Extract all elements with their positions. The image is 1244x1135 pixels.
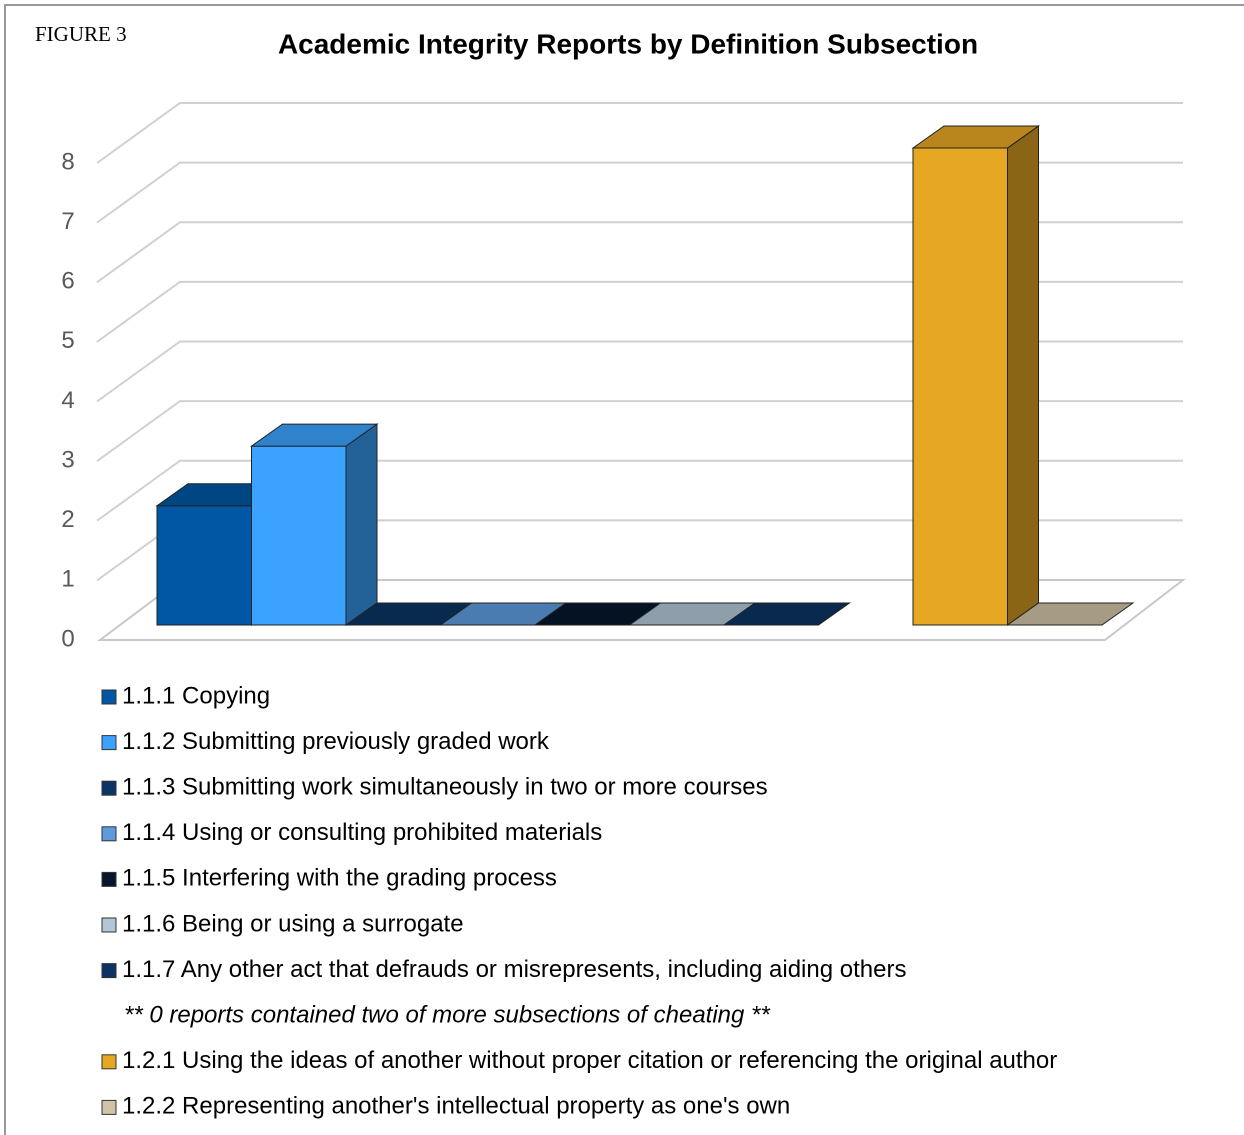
legend-swatch: [101, 826, 117, 842]
y-tick-label: 6: [61, 268, 74, 295]
y-tick-label: 8: [61, 148, 74, 175]
grid-line: [96, 221, 1183, 284]
bar-top: [1005, 602, 1135, 626]
legend-label: 1.2.2 Representing another's intellectua…: [122, 1093, 790, 1120]
legend-label: 1.1.7 Any other act that defrauds or mis…: [122, 956, 906, 983]
y-tick-label: 0: [61, 625, 74, 652]
grid-line: [96, 459, 1183, 522]
bar-top: [722, 602, 852, 626]
legend-swatch: [101, 917, 117, 933]
y-tick-label: 5: [61, 327, 74, 354]
frame: [4, 4, 1244, 1135]
legend-swatch: [101, 871, 117, 887]
legend-label: 1.2.1 Using the ideas of another without…: [122, 1047, 1057, 1074]
legend-label: 1.1.5 Interfering with the grading proce…: [122, 865, 557, 892]
y-tick-label: 1: [61, 566, 74, 593]
legend-swatch: [101, 689, 117, 705]
legend-swatch: [101, 963, 117, 979]
grid-line: [96, 280, 1183, 343]
figure-label: FIGURE 3: [35, 22, 127, 46]
legend-label: 1.1.1 Copying: [122, 682, 270, 709]
grid-line: [96, 340, 1183, 403]
y-tick-label: 2: [61, 506, 74, 533]
y-tick-label: 7: [61, 208, 74, 235]
bar-top: [911, 125, 1041, 149]
legend-swatch: [101, 735, 117, 751]
legend-swatch: [101, 1054, 117, 1070]
legend-label: 1.1.6 Being or using a surrogate: [122, 910, 464, 937]
grid-line: [96, 161, 1183, 224]
grid-line: [96, 400, 1183, 462]
bar-side: [1007, 125, 1039, 626]
legend-swatch: [101, 1099, 117, 1115]
bar-side: [345, 423, 378, 626]
legend-label: 1.1.3 Submitting work simultaneously in …: [122, 774, 768, 801]
chart-title: Academic Integrity Reports by Definition…: [278, 28, 978, 59]
y-tick-label: 4: [61, 387, 74, 414]
bar-front: [251, 445, 347, 626]
legend-swatch: [101, 780, 117, 796]
y-tick-label: 3: [61, 446, 74, 473]
grid-line: [96, 102, 1183, 164]
legend-label: 1.1.2 Submitting previously graded work: [122, 728, 550, 755]
bar-front: [156, 505, 252, 626]
bar-front: [912, 147, 1008, 626]
legend-label: 1.1.4 Using or consulting prohibited mat…: [122, 819, 602, 846]
bar-top: [249, 423, 379, 447]
legend-note: ** 0 reports contained two of more subse…: [124, 1002, 770, 1029]
